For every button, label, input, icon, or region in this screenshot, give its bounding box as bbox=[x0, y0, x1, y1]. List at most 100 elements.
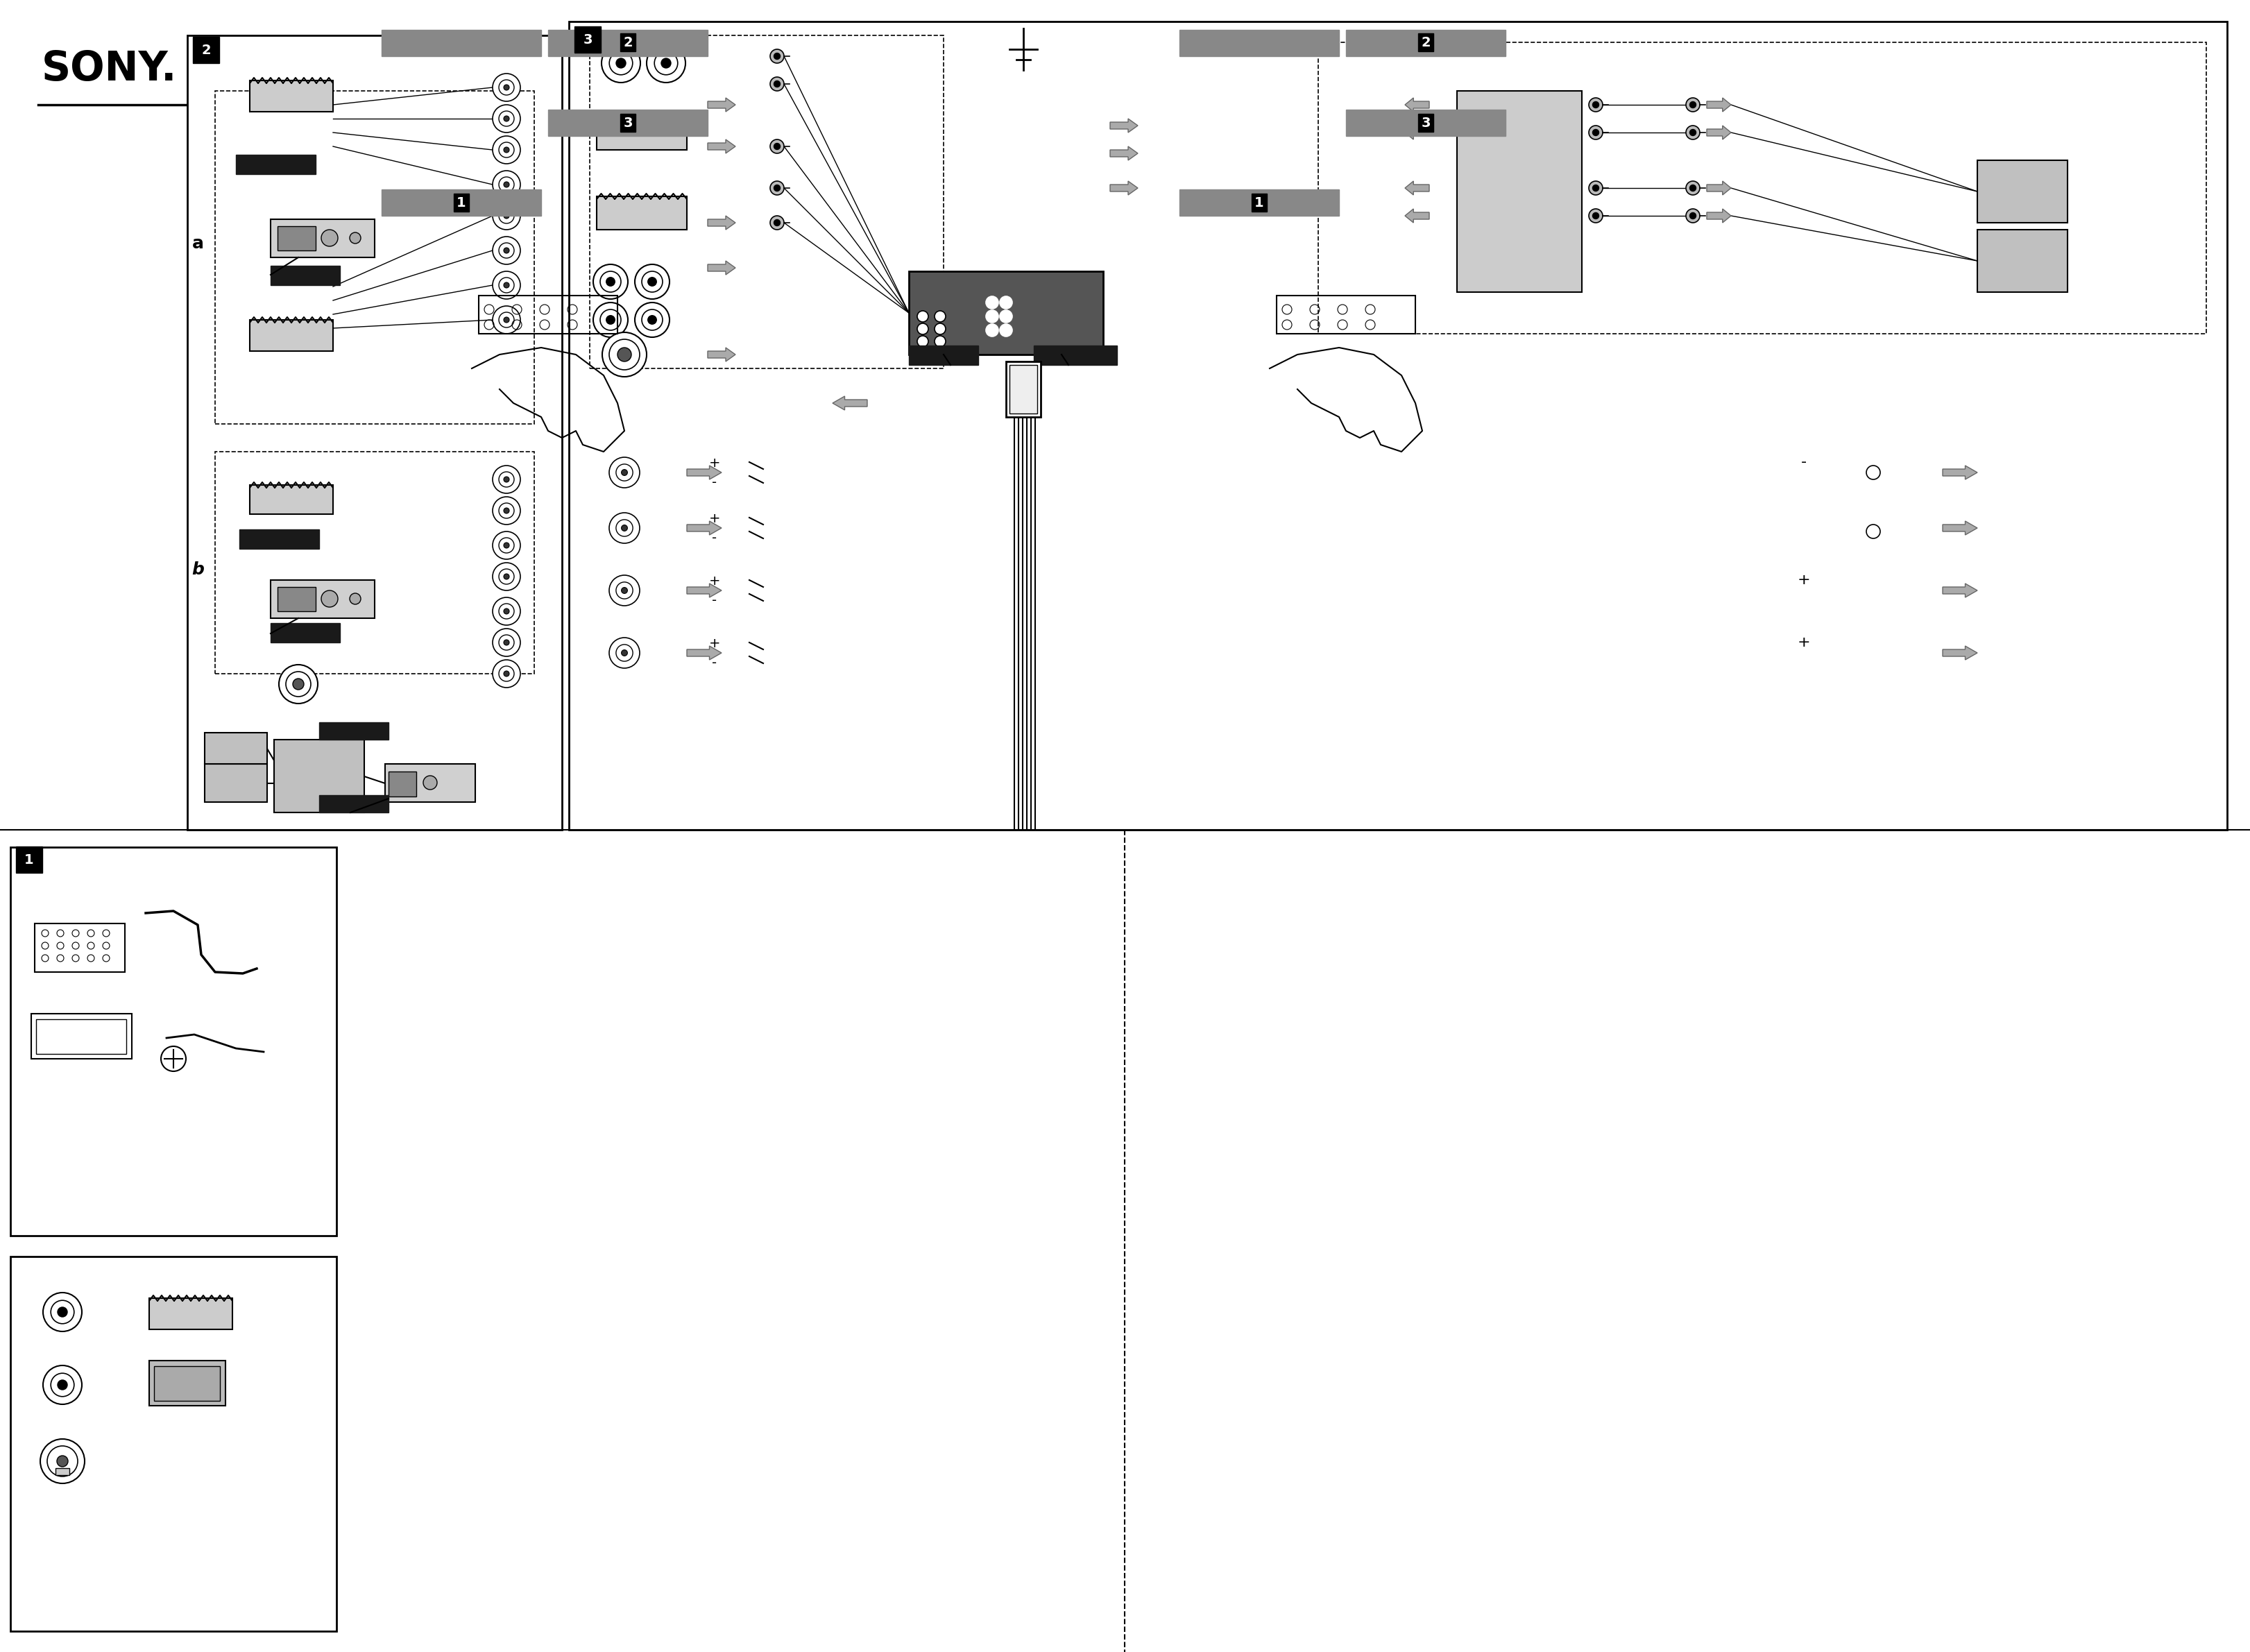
Circle shape bbox=[774, 185, 781, 192]
Bar bbox=[596, 117, 686, 150]
Circle shape bbox=[774, 220, 781, 226]
Bar bbox=[549, 109, 709, 135]
Circle shape bbox=[999, 311, 1013, 322]
Bar bbox=[909, 345, 979, 365]
Bar bbox=[238, 529, 320, 548]
Bar bbox=[194, 36, 218, 63]
Circle shape bbox=[617, 464, 632, 481]
Polygon shape bbox=[1109, 182, 1139, 195]
Circle shape bbox=[493, 532, 520, 560]
Bar bbox=[270, 580, 376, 618]
Bar bbox=[216, 451, 533, 674]
Bar bbox=[590, 35, 943, 368]
Circle shape bbox=[770, 78, 783, 91]
Text: 3: 3 bbox=[1422, 116, 1431, 129]
Circle shape bbox=[500, 142, 513, 157]
Circle shape bbox=[918, 335, 929, 347]
Bar bbox=[1346, 30, 1505, 56]
Polygon shape bbox=[1708, 126, 1730, 139]
Circle shape bbox=[610, 51, 632, 74]
Bar bbox=[270, 266, 340, 286]
Bar bbox=[153, 1366, 221, 1401]
Circle shape bbox=[662, 58, 670, 68]
Bar bbox=[596, 197, 686, 230]
Circle shape bbox=[500, 312, 513, 327]
Bar bbox=[36, 1019, 126, 1054]
Circle shape bbox=[648, 278, 657, 286]
Circle shape bbox=[603, 332, 646, 377]
Polygon shape bbox=[1942, 583, 1978, 598]
Circle shape bbox=[504, 507, 509, 514]
Circle shape bbox=[1865, 525, 1881, 539]
Circle shape bbox=[504, 542, 509, 548]
Text: -: - bbox=[1800, 456, 1807, 469]
Bar bbox=[320, 795, 389, 813]
Polygon shape bbox=[1708, 182, 1730, 195]
Circle shape bbox=[504, 182, 509, 187]
Polygon shape bbox=[709, 347, 736, 362]
Circle shape bbox=[774, 53, 781, 59]
Circle shape bbox=[646, 43, 686, 83]
Bar bbox=[216, 91, 533, 425]
Circle shape bbox=[1690, 129, 1696, 135]
Bar bbox=[32, 1014, 133, 1059]
Text: -: - bbox=[713, 593, 718, 606]
Circle shape bbox=[40, 1439, 86, 1483]
Circle shape bbox=[293, 679, 304, 689]
Bar bbox=[1978, 230, 2068, 292]
Circle shape bbox=[500, 502, 513, 519]
Circle shape bbox=[617, 347, 632, 362]
Circle shape bbox=[500, 568, 513, 585]
Circle shape bbox=[617, 644, 632, 661]
Circle shape bbox=[504, 477, 509, 482]
Circle shape bbox=[500, 634, 513, 651]
Circle shape bbox=[999, 324, 1013, 337]
Circle shape bbox=[610, 339, 639, 370]
Text: +: + bbox=[709, 456, 720, 469]
Circle shape bbox=[322, 230, 338, 246]
Circle shape bbox=[493, 659, 520, 687]
Circle shape bbox=[648, 316, 657, 324]
Circle shape bbox=[504, 213, 509, 218]
Text: +: + bbox=[1798, 636, 1811, 649]
Polygon shape bbox=[1942, 520, 1978, 535]
Circle shape bbox=[504, 147, 509, 152]
Circle shape bbox=[918, 311, 929, 322]
Circle shape bbox=[500, 472, 513, 487]
Circle shape bbox=[634, 302, 670, 337]
Circle shape bbox=[1685, 182, 1699, 195]
Circle shape bbox=[641, 309, 662, 330]
Polygon shape bbox=[709, 139, 736, 154]
Polygon shape bbox=[1109, 119, 1139, 132]
Polygon shape bbox=[1109, 147, 1139, 160]
Circle shape bbox=[986, 311, 999, 322]
Circle shape bbox=[594, 264, 628, 299]
Circle shape bbox=[986, 324, 999, 337]
Circle shape bbox=[286, 672, 310, 697]
Circle shape bbox=[1690, 102, 1696, 107]
Text: -: - bbox=[713, 532, 718, 544]
Bar bbox=[1318, 43, 2207, 334]
Circle shape bbox=[1685, 97, 1699, 112]
Text: 2: 2 bbox=[623, 36, 632, 50]
Text: 1: 1 bbox=[1256, 197, 1265, 210]
Circle shape bbox=[423, 776, 436, 790]
Circle shape bbox=[279, 664, 317, 704]
Text: 3: 3 bbox=[623, 116, 632, 129]
Circle shape bbox=[493, 598, 520, 624]
Bar bbox=[236, 155, 315, 173]
Circle shape bbox=[349, 233, 360, 243]
Circle shape bbox=[934, 311, 945, 322]
Circle shape bbox=[58, 1307, 68, 1317]
Bar bbox=[11, 847, 338, 1236]
Bar bbox=[909, 271, 1102, 355]
Bar bbox=[574, 26, 601, 53]
Circle shape bbox=[1593, 102, 1600, 107]
Circle shape bbox=[594, 302, 628, 337]
Circle shape bbox=[918, 324, 929, 334]
Circle shape bbox=[655, 51, 677, 74]
Circle shape bbox=[500, 79, 513, 96]
Bar bbox=[1010, 365, 1037, 413]
Bar bbox=[205, 763, 268, 803]
Text: 2: 2 bbox=[200, 43, 212, 56]
